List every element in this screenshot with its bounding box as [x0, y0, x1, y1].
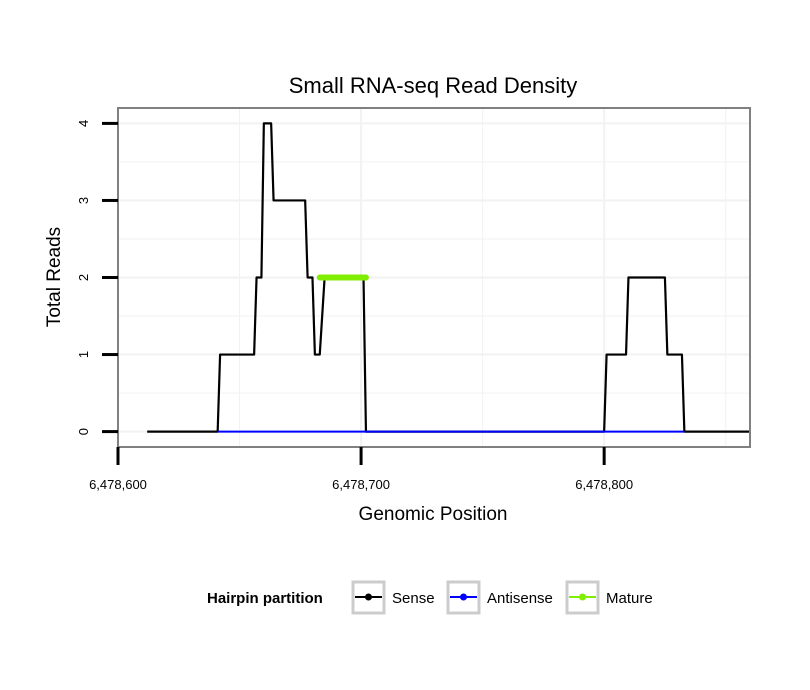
- x-tick-label: 6,478,800: [575, 477, 633, 492]
- legend-label: Sense: [392, 590, 435, 607]
- legend: Hairpin partition Sense Antisense Mature: [207, 580, 653, 615]
- y-axis-title: Total Reads: [44, 227, 65, 327]
- y-axis: 0 1 2 3 4: [76, 120, 118, 435]
- x-tick-label: 6,478,600: [89, 477, 147, 492]
- series-lines: [147, 122, 750, 433]
- y-tick-label: 3: [76, 197, 91, 204]
- x-axis: 6,478,600 6,478,700 6,478,800: [89, 447, 633, 492]
- legend-key-box: [565, 580, 600, 615]
- legend-title: Hairpin partition: [207, 590, 323, 607]
- y-tick-label: 0: [76, 428, 91, 435]
- legend-key-dot: [365, 593, 372, 601]
- legend-key-dot: [579, 593, 586, 601]
- legend-key-dot: [460, 593, 467, 601]
- legend-item-antisense: Antisense: [446, 580, 553, 615]
- legend-label: Antisense: [487, 590, 553, 607]
- legend-item-sense: Sense: [351, 580, 435, 615]
- plot-area: [117, 107, 751, 448]
- x-tick-label: 6,478,700: [332, 477, 390, 492]
- y-tick-label: 1: [76, 351, 91, 358]
- y-tick-label: 2: [76, 274, 91, 281]
- y-tick-label: 4: [76, 120, 91, 127]
- x-axis-title: Genomic Position: [359, 504, 508, 525]
- chart-title: Small RNA-seq Read Density: [289, 73, 578, 98]
- legend-item-mature: Mature: [565, 580, 653, 615]
- legend-label: Mature: [606, 590, 653, 607]
- series-line-sense: [147, 122, 750, 433]
